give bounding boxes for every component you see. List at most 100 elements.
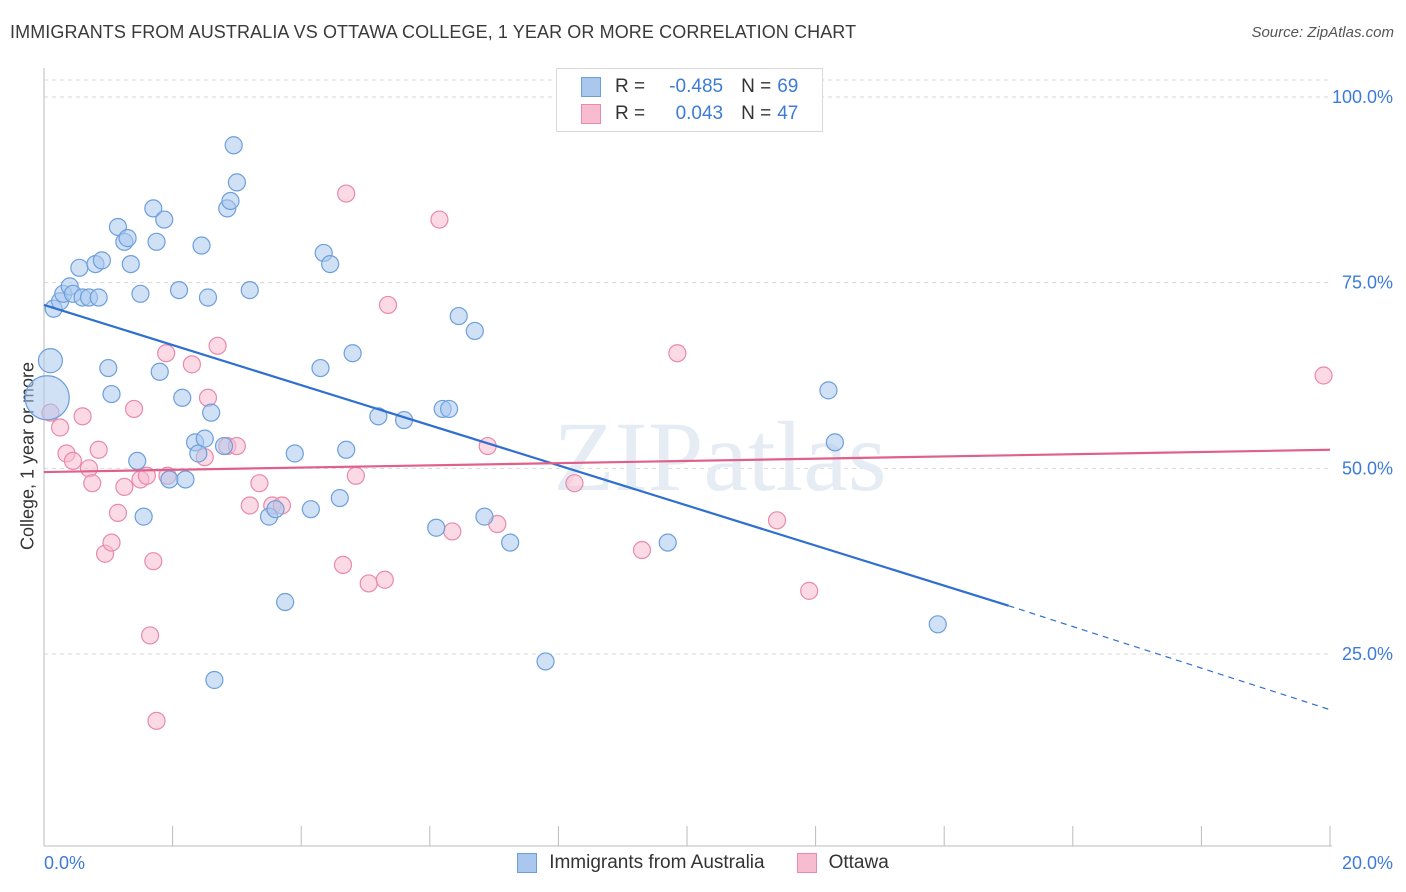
ottawa-point: [250, 474, 269, 493]
ottawa-point: [198, 388, 218, 407]
australia-point: [321, 255, 340, 274]
ottawa-point: [800, 581, 819, 600]
australia-point: [369, 407, 388, 426]
y-tick-label: 100.0%: [1332, 87, 1393, 107]
ottawa-point: [333, 555, 353, 574]
correlation-legend: R = -0.485 N = 69 R = 0.043 N = 47: [556, 68, 823, 132]
ottawa-point: [668, 344, 687, 363]
australia-point: [89, 288, 108, 307]
australia-point: [501, 533, 520, 552]
legend-swatch-australia: [581, 77, 601, 97]
ottawa-point: [89, 440, 108, 459]
australia-point: [202, 403, 221, 422]
australia-point: [131, 284, 150, 303]
australia-point: [465, 321, 484, 341]
legend-r-value: -0.485: [669, 76, 724, 97]
australia-point: [155, 210, 174, 229]
ottawa-point: [443, 522, 462, 541]
x-tick-labels: 0.0% 20.0%: [44, 853, 1393, 873]
australia-point: [439, 399, 459, 419]
australia-point: [301, 500, 320, 519]
watermark: ZIPatlas: [553, 401, 886, 512]
australia-point: [128, 451, 147, 471]
series-label-ottawa: Ottawa: [828, 852, 889, 873]
ottawa-point: [147, 711, 166, 730]
ottawa-point: [1314, 366, 1333, 385]
australia-point: [198, 288, 218, 307]
ottawa-point: [359, 574, 378, 593]
legend-n-value: 69: [777, 76, 799, 97]
y-tick-label: 25.0%: [1342, 644, 1393, 664]
ottawa-point: [140, 626, 160, 645]
legend-n-label: N =: [741, 76, 772, 97]
legend-row-australia: R = -0.485 N = 69: [581, 74, 798, 100]
australia-point: [160, 470, 179, 489]
australia-point: [24, 375, 70, 421]
australia-point: [173, 388, 192, 407]
trend-lines: [43, 303, 1331, 711]
y-tick-label: 50.0%: [1342, 458, 1393, 478]
series-swatch-australia: [517, 853, 538, 873]
ottawa-point: [73, 407, 92, 426]
ottawa-trend-line: [43, 448, 1331, 474]
ottawa-point: [115, 477, 134, 496]
gridlines: [44, 79, 1330, 655]
australia-point: [330, 488, 349, 508]
axes: [43, 68, 1332, 847]
australia-point: [928, 615, 947, 634]
ottawa-point: [102, 533, 121, 552]
australia-point: [147, 232, 166, 251]
australia-point: [205, 670, 224, 690]
ottawa-point: [565, 474, 584, 493]
australia-point: [176, 470, 195, 489]
australia-point: [144, 199, 163, 218]
series-legend-australia[interactable]: Immigrants from Australia: [517, 852, 765, 874]
australia-point: [276, 592, 295, 612]
australia-point: [195, 429, 214, 448]
australia-point: [121, 255, 140, 274]
series-label-australia: Immigrants from Australia: [549, 852, 765, 873]
x-tick-label: 0.0%: [44, 853, 85, 873]
australia-point: [102, 384, 121, 404]
legend-r-label: R =: [615, 76, 646, 97]
ottawa-point: [240, 496, 259, 515]
series-legend-ottawa[interactable]: Ottawa: [796, 852, 889, 874]
australia-point: [337, 440, 356, 459]
ottawa-point: [182, 355, 201, 374]
australia-point: [240, 280, 259, 300]
australia-point: [427, 518, 446, 537]
ottawa-point: [108, 503, 128, 522]
series-legend: Immigrants from Australia Ottawa: [0, 852, 1406, 874]
ottawa-point: [378, 295, 398, 315]
australia-point: [227, 173, 246, 192]
australia-point: [658, 533, 677, 552]
australia-point: [343, 344, 362, 363]
ottawa-point: [375, 570, 394, 589]
australia-point: [37, 348, 64, 374]
australia-point: [70, 258, 89, 277]
legend-row-ottawa: R = 0.043 N = 47: [581, 101, 798, 127]
australia-point: [819, 381, 838, 400]
source-credit: Source: ZipAtlas.com: [1251, 24, 1394, 41]
ottawa-point: [124, 399, 144, 419]
legend-r-value: 0.043: [675, 103, 724, 124]
chart-title: IMMIGRANTS FROM AUSTRALIA VS OTTAWA COLL…: [10, 22, 857, 42]
ottawa-point: [63, 451, 83, 471]
australia-point: [311, 358, 330, 378]
ottawa-point: [137, 466, 156, 485]
ottawa-point: [50, 418, 70, 437]
ottawa-point: [79, 459, 99, 478]
australia-point: [99, 358, 118, 378]
australia-point: [266, 500, 285, 519]
australia-point: [118, 229, 137, 248]
legend-swatch-ottawa: [581, 104, 601, 124]
australia-point: [224, 136, 243, 155]
ottawa-point: [208, 336, 227, 355]
ottawa-point: [83, 474, 102, 493]
ottawa-point: [632, 540, 652, 560]
australia-point: [825, 433, 844, 452]
australia-point: [92, 251, 111, 270]
australia-point: [134, 507, 153, 526]
legend-n-value: 47: [777, 103, 799, 124]
